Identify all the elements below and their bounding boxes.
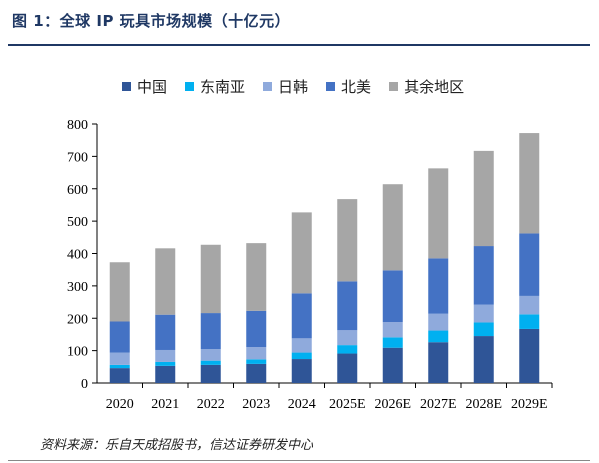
- bar-segment: [473, 246, 494, 305]
- y-tick-label: 600: [67, 183, 88, 198]
- legend-item: 东南亚: [185, 76, 245, 97]
- bar-segment: [428, 342, 449, 383]
- bar-segment: [337, 199, 358, 282]
- legend-item: 日韩: [263, 76, 308, 97]
- figure-title: 图 1：全球 IP 玩具市场规模（十亿元）: [12, 12, 291, 30]
- bar-segment: [291, 293, 312, 339]
- bar-segment: [246, 359, 267, 364]
- bar-segment: [109, 321, 130, 353]
- x-tick-label: 2027E: [420, 397, 457, 412]
- y-tick-label: 0: [81, 377, 88, 392]
- bar-segment: [519, 295, 540, 315]
- bar-segment: [155, 361, 176, 366]
- bar-segment: [519, 233, 540, 296]
- bar-segment: [337, 345, 358, 354]
- bar-segment: [291, 352, 312, 360]
- bar-segment: [200, 313, 221, 350]
- y-tick-label: 400: [67, 248, 88, 263]
- bar-segment: [473, 304, 494, 323]
- x-tick-label: 2025E: [329, 397, 366, 412]
- bar-segment: [382, 322, 403, 338]
- bar-segment: [428, 330, 449, 343]
- bar-segment: [519, 328, 540, 383]
- legend-swatch: [263, 82, 273, 91]
- bar-segment: [337, 330, 358, 346]
- source-note: 资料来源：乐自天成招股书，信达证券研发中心: [40, 438, 314, 453]
- x-tick-label: 2024: [288, 397, 316, 412]
- bar-segment: [155, 248, 176, 315]
- x-tick-label: 2029E: [511, 397, 548, 412]
- legend-swatch: [122, 82, 131, 91]
- bar-segment: [519, 133, 540, 234]
- bar-segment: [109, 262, 130, 322]
- legend-label: 日韩: [278, 78, 309, 96]
- x-tick-label: 2023: [242, 397, 270, 412]
- bar-segment: [155, 314, 176, 350]
- legend-item: 其余地区: [389, 76, 464, 97]
- bar-segment: [200, 349, 221, 361]
- bar-segment: [246, 347, 267, 360]
- bar-segment: [109, 364, 130, 369]
- x-tick-label: 2028E: [465, 397, 502, 412]
- bar-segment: [337, 281, 358, 331]
- x-tick-label: 2026E: [374, 397, 411, 412]
- bar-segment: [200, 244, 221, 314]
- x-tick-label: 2020: [106, 397, 134, 412]
- legend-item: 北美: [326, 76, 371, 97]
- bar-segment: [382, 270, 403, 323]
- bar-segment: [428, 168, 449, 259]
- bar-segment: [428, 258, 449, 314]
- bar-segment: [337, 353, 358, 383]
- bar-segment: [246, 310, 267, 348]
- x-tick-label: 2022: [197, 397, 225, 412]
- y-tick-label: 500: [67, 215, 88, 230]
- chart-legend: 中国 东南亚 日韩 北美 其余地区: [122, 76, 464, 97]
- bar-segment: [382, 184, 403, 271]
- bar-segment: [428, 313, 449, 331]
- bar-segment: [382, 347, 403, 383]
- bar-segment: [109, 352, 130, 365]
- legend-swatch: [326, 82, 336, 91]
- legend-label: 东南亚: [200, 78, 246, 96]
- bottom-rule: [8, 460, 590, 461]
- bar-segment: [382, 337, 403, 348]
- bar-segment: [246, 243, 267, 311]
- bar-segment: [291, 359, 312, 383]
- y-tick-label: 300: [67, 280, 88, 295]
- legend-label: 中国: [137, 78, 168, 96]
- legend-swatch: [389, 82, 399, 91]
- bar-segment: [473, 150, 494, 247]
- bar-segment: [473, 336, 494, 383]
- y-tick-label: 700: [67, 150, 88, 165]
- bar-segment: [519, 314, 540, 329]
- bar-segment: [155, 365, 176, 383]
- bar-segment: [200, 364, 221, 383]
- legend-swatch: [185, 82, 195, 91]
- y-tick-label: 200: [67, 312, 88, 327]
- bar-segment: [291, 338, 312, 353]
- x-tick-label: 2021: [151, 397, 179, 412]
- legend-label: 北美: [341, 78, 372, 96]
- bar-segment: [155, 349, 176, 362]
- title-rule: [8, 44, 590, 46]
- legend-item: 中国: [122, 76, 167, 97]
- bar-segment: [109, 368, 130, 383]
- bar-segment: [200, 360, 221, 365]
- y-tick-label: 100: [67, 345, 88, 360]
- bar-segment: [291, 212, 312, 294]
- bar-segment: [246, 363, 267, 383]
- legend-label: 其余地区: [404, 78, 465, 96]
- bar-segment: [473, 322, 494, 337]
- y-tick-label: 800: [67, 118, 88, 133]
